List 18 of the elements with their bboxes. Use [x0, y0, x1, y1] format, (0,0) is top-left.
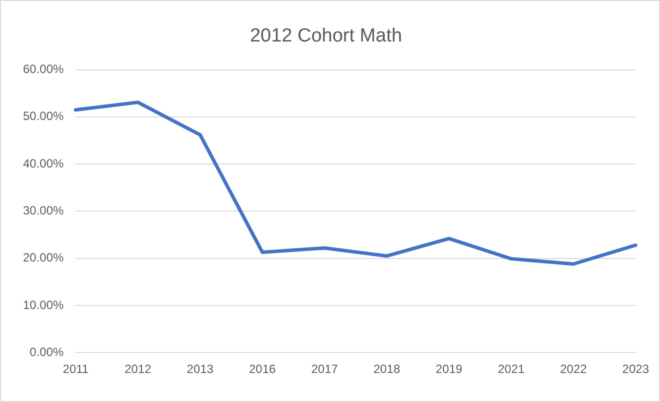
x-tick-label: 2017 — [311, 362, 338, 376]
y-tick-label: 50.00% — [22, 109, 64, 124]
x-tick-label: 2022 — [560, 362, 588, 376]
y-tick-label: 40.00% — [22, 156, 64, 170]
x-tick-label: 2019 — [436, 362, 463, 376]
y-tick-label: 30.00% — [22, 204, 64, 218]
x-tick-label: 2012 — [124, 362, 152, 376]
y-tick-label: 10.00% — [22, 298, 64, 312]
x-tick-label: 2021 — [498, 362, 525, 376]
chart-title: 2012 Cohort Math — [250, 26, 402, 47]
x-tick-label: 2011 — [62, 362, 89, 376]
y-tick-label: 0.00% — [30, 344, 64, 359]
x-tick-label: 2016 — [249, 362, 276, 376]
x-tick-label: 2023 — [622, 362, 650, 376]
x-tick-label: 2018 — [373, 362, 400, 376]
y-tick-label: 20.00% — [22, 250, 64, 265]
y-tick-label: 60.00% — [22, 62, 64, 76]
x-tick-label: 2013 — [186, 362, 214, 376]
